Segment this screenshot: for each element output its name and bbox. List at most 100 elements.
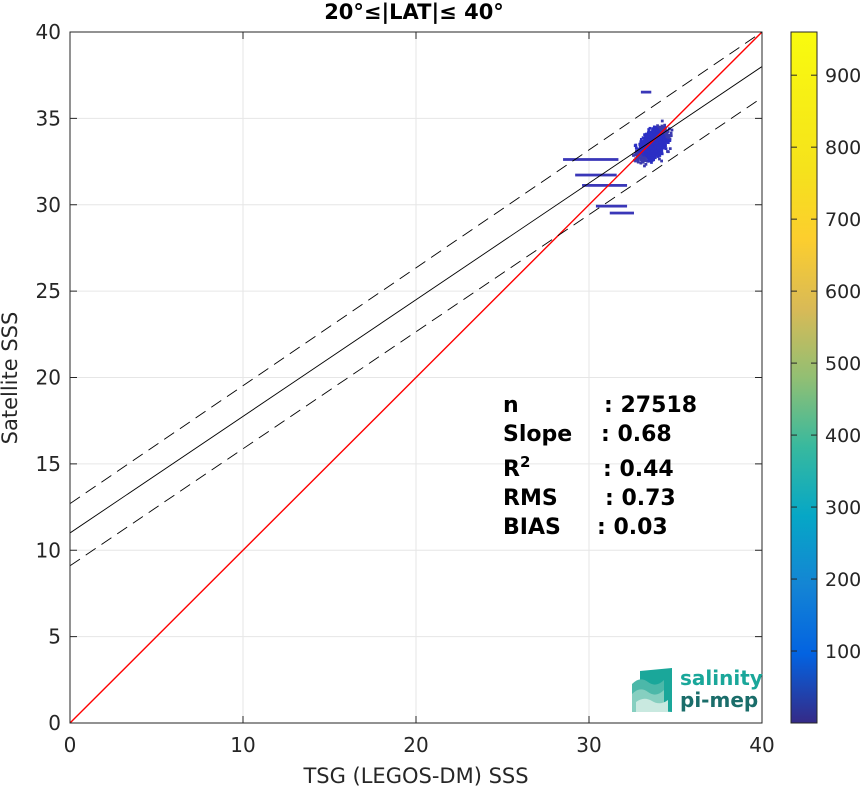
density-cell xyxy=(646,159,650,163)
density-streak xyxy=(595,204,628,208)
density-cell xyxy=(636,160,640,164)
density-cell xyxy=(639,139,643,143)
density-cell xyxy=(664,135,667,139)
y-axis-label: Satellite SSS xyxy=(0,312,22,445)
density-cell xyxy=(653,135,656,138)
density-cell xyxy=(634,143,638,147)
density-cell xyxy=(637,155,641,159)
logo-text-pi-mep: pi-mep xyxy=(680,688,758,712)
density-cell xyxy=(663,145,667,148)
density-cell xyxy=(661,144,664,148)
stat-label: RMS xyxy=(503,486,558,511)
density-cell xyxy=(650,138,653,142)
colorbar-tick-label: 100 xyxy=(825,641,861,663)
density-cell xyxy=(649,154,652,157)
colorbar-tick-label: 500 xyxy=(825,353,861,375)
density-cell xyxy=(647,128,651,131)
density-cell xyxy=(639,137,643,141)
density-cell xyxy=(646,156,650,160)
density-cell xyxy=(645,136,649,140)
x-tick-label: 30 xyxy=(576,733,601,757)
density-cell xyxy=(650,132,653,136)
series-line-upper-bound xyxy=(70,32,762,504)
density-cell xyxy=(661,125,665,129)
stat-value: : 0.73 xyxy=(605,486,676,511)
density-cell xyxy=(639,156,643,160)
density-cell xyxy=(668,134,671,137)
density-cell xyxy=(641,158,645,162)
density-cell xyxy=(648,139,652,143)
density-cell xyxy=(632,154,635,157)
y-axis: 0 5 10 15 20 25 30 35 40 xyxy=(36,20,762,735)
density-cell xyxy=(660,159,663,163)
density-cell xyxy=(652,147,655,151)
density-cell xyxy=(652,152,655,155)
density-cell xyxy=(634,153,638,157)
density-cell xyxy=(634,146,638,150)
density-cell xyxy=(646,150,650,153)
density-cell xyxy=(670,128,674,132)
density-cluster xyxy=(563,90,674,215)
density-cell xyxy=(657,137,661,141)
density-cell xyxy=(650,134,653,137)
density-cell xyxy=(636,157,640,160)
density-streak xyxy=(575,173,617,177)
density-cell xyxy=(658,154,662,157)
x-tick-label: 10 xyxy=(230,733,255,757)
y-tick-label: 30 xyxy=(36,193,61,217)
y-tick-label: 35 xyxy=(36,106,61,130)
density-cell xyxy=(642,153,646,157)
colorbar: 100 200 300 400 500 600 700 800 900 xyxy=(790,31,861,724)
density-cell xyxy=(652,125,656,129)
density-cell xyxy=(644,157,647,161)
density-cell xyxy=(647,131,650,134)
density-cell xyxy=(656,132,659,136)
salinity-pi-mep-logo: salinity pi-mep xyxy=(632,666,763,712)
wave-logo-icon xyxy=(632,668,672,712)
density-cell xyxy=(668,147,672,151)
density-cell xyxy=(654,133,658,137)
density-cell xyxy=(668,137,672,141)
density-cell xyxy=(659,125,662,129)
density-cell xyxy=(647,142,651,146)
density-cell xyxy=(639,141,643,145)
stat-value: : 0.03 xyxy=(597,515,668,540)
density-cell xyxy=(641,144,644,148)
density-cell xyxy=(643,145,647,149)
density-cell xyxy=(664,147,668,151)
density-cell xyxy=(656,139,660,143)
density-cell xyxy=(641,160,645,164)
y-tick-label: 15 xyxy=(36,452,61,476)
colorbar-tick-label: 600 xyxy=(825,281,861,303)
density-cell xyxy=(641,140,645,144)
density-cell xyxy=(655,141,659,145)
density-cell xyxy=(662,146,665,150)
colorbar-frame xyxy=(790,31,818,724)
density-cell xyxy=(659,129,663,133)
density-cell xyxy=(666,130,669,134)
density-cell xyxy=(666,141,670,144)
density-cell xyxy=(634,159,637,163)
density-cell xyxy=(641,136,645,140)
y-tick-label: 5 xyxy=(48,625,61,649)
density-cell xyxy=(645,148,648,151)
density-cell xyxy=(658,140,662,144)
density-cell xyxy=(648,146,652,149)
density-cell xyxy=(667,136,670,139)
density-cell xyxy=(638,143,642,147)
density-cell xyxy=(654,149,658,153)
density-cell xyxy=(669,131,673,135)
density-cell xyxy=(664,141,667,144)
x-tick-label: 0 xyxy=(64,733,77,757)
x-tick-label: 40 xyxy=(749,733,774,757)
y-tick-label: 40 xyxy=(36,20,61,44)
density-cell xyxy=(650,156,654,159)
colorbar-tick-label: 400 xyxy=(825,425,861,447)
density-cell xyxy=(656,155,660,158)
density-cell xyxy=(658,131,662,135)
x-tick-label: 20 xyxy=(403,733,428,757)
density-cell xyxy=(661,135,665,139)
density-cell xyxy=(647,159,651,163)
